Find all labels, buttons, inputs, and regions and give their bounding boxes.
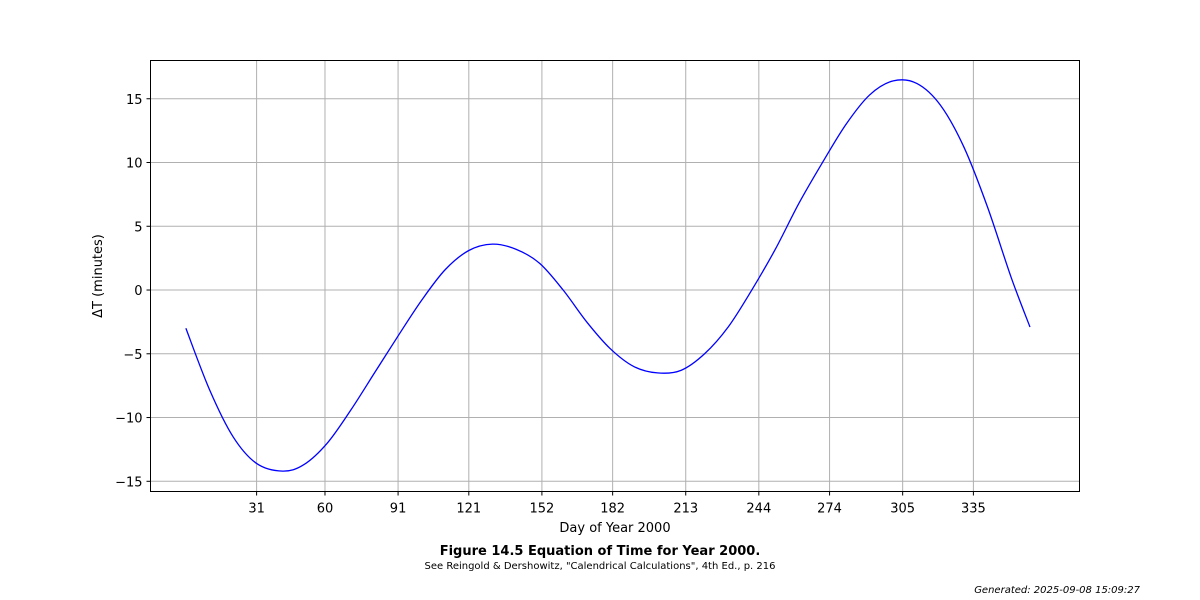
x-tick-label: 31 bbox=[248, 502, 265, 517]
y-tick-label: −15 bbox=[115, 475, 142, 490]
x-tick-label: 335 bbox=[961, 502, 986, 517]
x-tick-label: 152 bbox=[529, 502, 554, 517]
x-tick-label: 305 bbox=[890, 502, 915, 517]
plot-area-frame bbox=[150, 60, 1080, 492]
x-tick-label: 274 bbox=[817, 502, 842, 517]
grid bbox=[150, 60, 1080, 492]
x-tick-label: 213 bbox=[673, 502, 698, 517]
x-axis-label: Day of Year 2000 bbox=[559, 521, 670, 536]
y-axis-label: ΔT (minutes) bbox=[91, 234, 106, 318]
x-tick-label: 121 bbox=[456, 502, 481, 517]
generated-timestamp: Generated: 2025-09-08 15:09:27 bbox=[974, 585, 1140, 596]
y-axis-ticks: −15 −10 −5 0 5 10 15 bbox=[115, 93, 151, 490]
figure-caption-title: Figure 14.5 Equation of Time for Year 20… bbox=[439, 544, 761, 559]
y-tick-label: −5 bbox=[123, 348, 142, 363]
x-axis-ticks: 31 60 91 121 152 182 213 244 274 305 335 bbox=[248, 491, 986, 517]
y-tick-label: 10 bbox=[126, 157, 143, 172]
series-line bbox=[185, 79, 1031, 472]
y-tick-label: 0 bbox=[134, 284, 142, 299]
x-tick-label: 60 bbox=[317, 502, 334, 517]
x-tick-label: 182 bbox=[600, 502, 625, 517]
x-tick-label: 91 bbox=[390, 502, 407, 517]
y-tick-label: 5 bbox=[134, 220, 142, 235]
figure-caption-subtitle: See Reingold & Dershowitz, "Calendrical … bbox=[424, 561, 776, 572]
series-layer bbox=[185, 79, 1031, 472]
y-tick-label: 15 bbox=[126, 93, 143, 108]
x-tick-label: 244 bbox=[746, 502, 771, 517]
y-tick-label: −10 bbox=[115, 412, 142, 427]
